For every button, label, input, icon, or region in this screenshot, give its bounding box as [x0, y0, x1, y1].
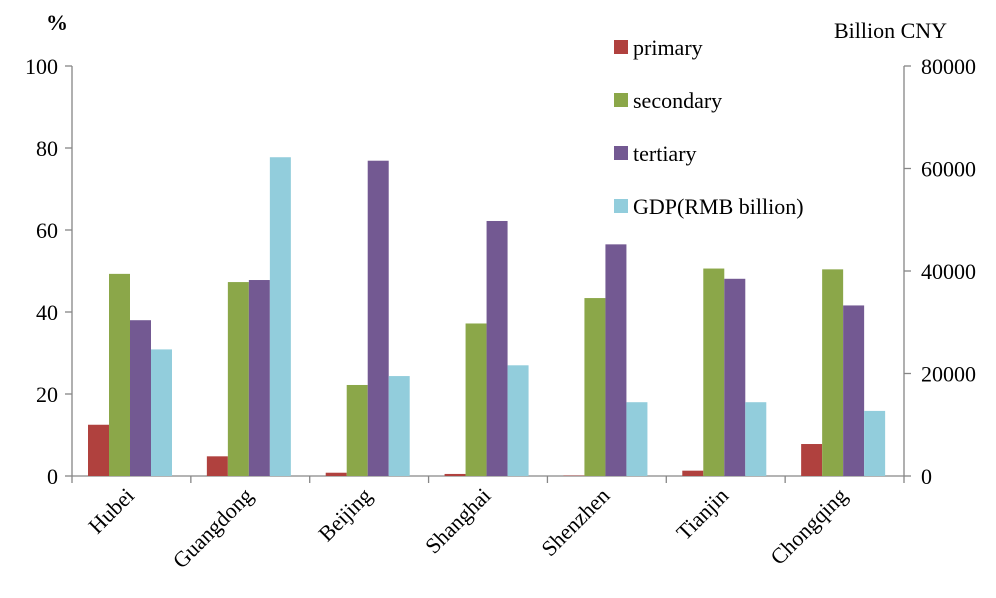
- legend-label-secondary: secondary: [633, 88, 722, 113]
- bar-tertiary-shanghai: [486, 220, 508, 476]
- category-label-hubei: Hubei: [83, 483, 139, 539]
- category-label-shenzhen: Shenzhen: [536, 483, 614, 561]
- right-axis-unit-label: Billion CNY: [834, 18, 947, 43]
- bar-tertiary-shenzhen: [605, 244, 627, 476]
- bar-tertiary-beijing: [367, 160, 389, 476]
- legend-swatch-tertiary: [614, 146, 628, 160]
- legend-swatch-secondary: [614, 93, 628, 107]
- right-tick-label: 40000: [921, 259, 976, 284]
- bar-primary-tianjin: [682, 470, 704, 476]
- category-label-tianjin: Tianjin: [671, 483, 733, 545]
- legend-label-tertiary: tertiary: [633, 141, 697, 166]
- bar-primary-shanghai: [444, 473, 466, 476]
- bar-secondary-shenzhen: [584, 298, 606, 476]
- category-label-beijing: Beijing: [313, 483, 376, 546]
- category-label-chongqing: Chongqing: [765, 483, 852, 570]
- right-tick-label: 0: [921, 464, 932, 489]
- right-tick-label: 60000: [921, 157, 976, 182]
- bar-primary-beijing: [325, 472, 347, 476]
- legend-swatch-gdp-rmb-billion: [614, 199, 628, 213]
- left-tick-label: 80: [36, 136, 58, 161]
- legend: primary secondary tertiary GDP(RMB billion): [614, 35, 804, 219]
- bar-primary-chongqing: [801, 444, 823, 476]
- bar-secondary-tianjin: [703, 268, 725, 476]
- bar-gdp-rmb-billion-chongqing: [864, 410, 886, 476]
- bar-tertiary-hubei: [130, 320, 151, 476]
- right-tick-label: 20000: [921, 362, 976, 387]
- bars: [88, 157, 886, 477]
- left-tick-label: 40: [36, 300, 58, 325]
- left-tick-label: 100: [25, 54, 58, 79]
- bar-gdp-rmb-billion-beijing: [388, 376, 410, 476]
- bar-primary-hubei: [88, 424, 109, 476]
- bar-gdp-rmb-billion-shenzhen: [626, 402, 648, 476]
- bar-secondary-hubei: [109, 273, 130, 476]
- bar-gdp-rmb-billion-guangdong: [269, 157, 291, 477]
- legend-label-gdp-rmb-billion: GDP(RMB billion): [633, 194, 804, 219]
- category-labels: Hubei Guangdong Beijing Shanghai Shenzhen Tia…: [71, 476, 905, 573]
- right-tick-label: 80000: [921, 54, 976, 79]
- bar-primary-guangdong: [206, 456, 228, 476]
- bar-gdp-rmb-billion-shanghai: [507, 365, 529, 476]
- right-tick-labels: 0 20000 40000 60000 80000: [904, 54, 976, 489]
- bar-secondary-chongqing: [822, 269, 844, 476]
- bar-tertiary-guangdong: [248, 280, 270, 476]
- left-tick-label: 60: [36, 218, 58, 243]
- left-tick-label: 0: [47, 464, 58, 489]
- category-label-guangdong: Guangdong: [168, 483, 258, 573]
- bar-gdp-rmb-billion-tianjin: [745, 402, 767, 476]
- left-axis-unit-label: %: [46, 10, 68, 35]
- bar-tertiary-tianjin: [724, 278, 746, 476]
- legend-label-primary: primary: [633, 35, 703, 60]
- legend-swatch-primary: [614, 40, 628, 54]
- left-tick-labels: 0 20 40 60 80 100: [25, 54, 72, 489]
- left-tick-label: 20: [36, 382, 58, 407]
- bar-tertiary-chongqing: [843, 305, 865, 476]
- bar-secondary-shanghai: [465, 323, 487, 476]
- bar-secondary-guangdong: [227, 282, 249, 476]
- bar-gdp-rmb-billion-hubei: [151, 349, 172, 476]
- category-label-shanghai: Shanghai: [420, 483, 496, 559]
- bar-secondary-beijing: [346, 384, 368, 476]
